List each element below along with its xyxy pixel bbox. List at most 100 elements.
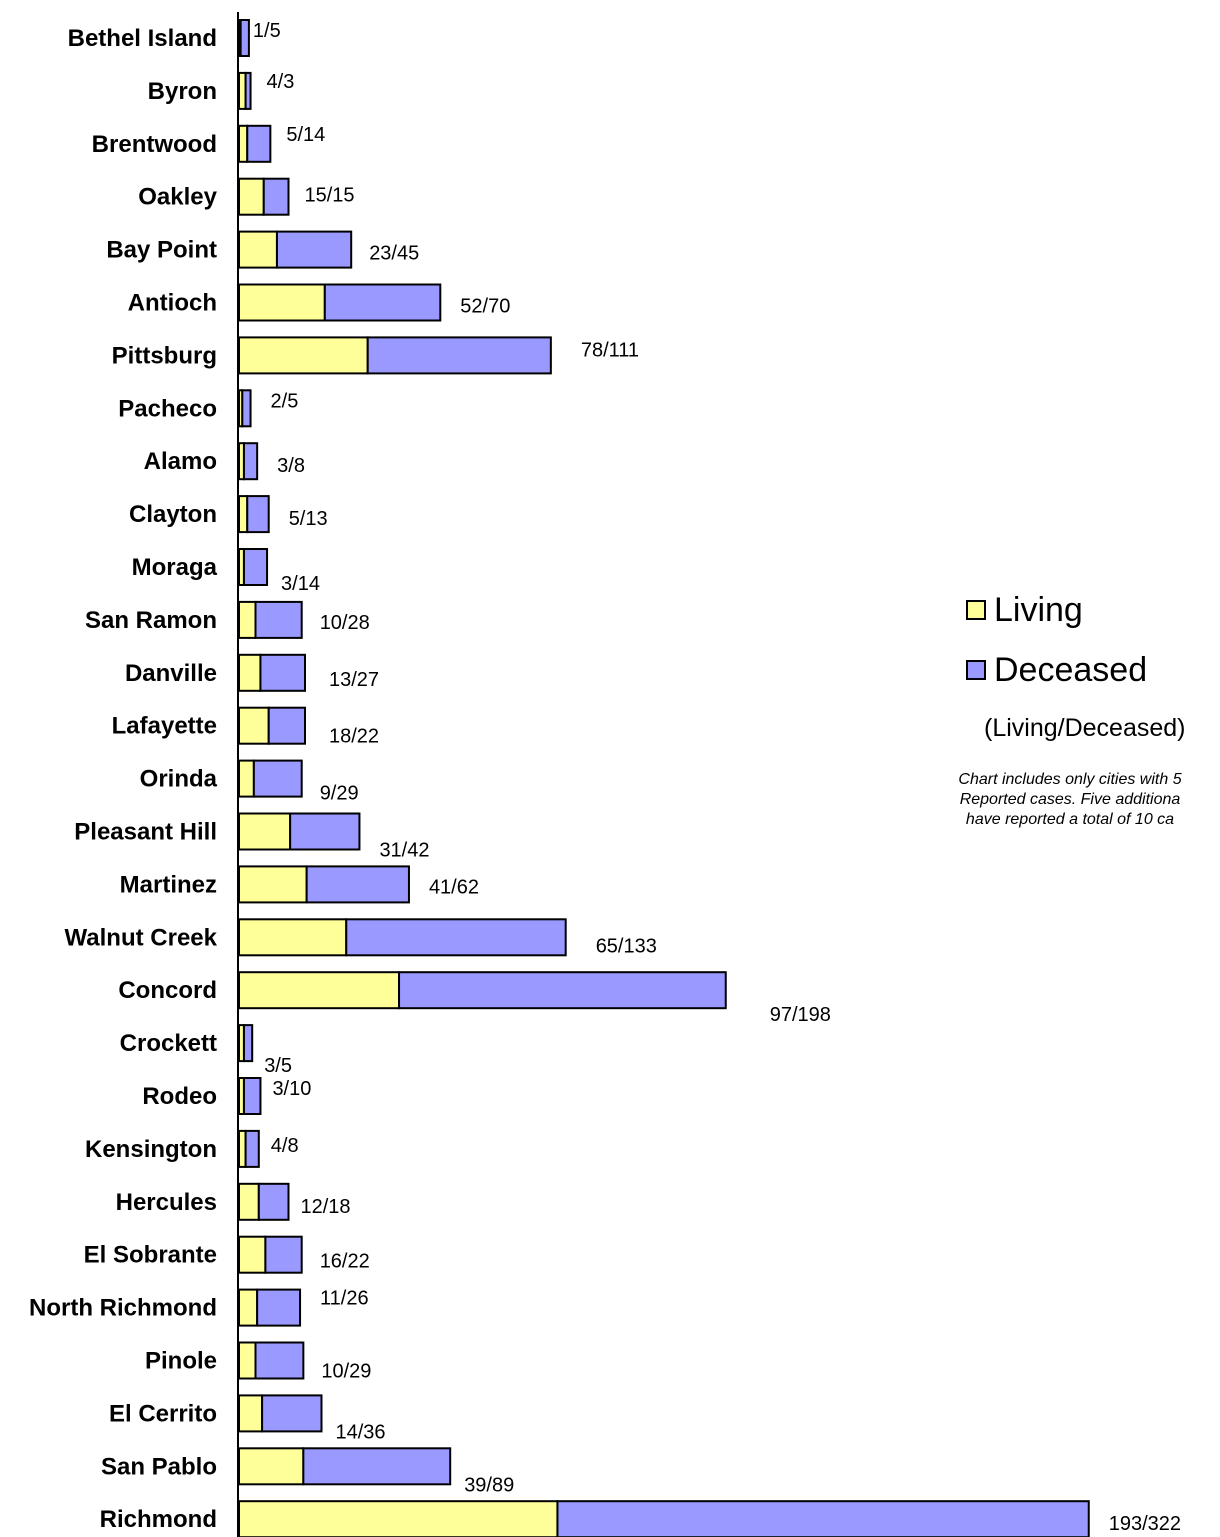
data-label: 10/29 [321, 1361, 371, 1383]
category-label: Martinez [120, 871, 217, 898]
bar-deceased [267, 706, 307, 745]
category-label: Concord [118, 977, 217, 1004]
category-label: North Richmond [29, 1295, 217, 1322]
footnote-line: have reported a total of 10 ca [965, 811, 1175, 828]
chart-footnote: Chart includes only cities with 5 Report… [890, 770, 1220, 830]
category-label: Byron [148, 78, 217, 105]
bar-living [238, 1182, 260, 1221]
bar-deceased [323, 283, 442, 322]
data-label: 3/14 [281, 573, 320, 595]
data-label: 52/70 [460, 296, 510, 318]
category-label: Brentwood [92, 131, 217, 158]
bar-deceased [246, 495, 270, 534]
bar-living [238, 1341, 257, 1380]
data-label: 15/15 [305, 185, 355, 207]
bar-living [238, 865, 308, 904]
data-label: 5/13 [289, 508, 328, 530]
bar-living [238, 230, 278, 269]
bar-living [238, 812, 292, 851]
bar-deceased [264, 1235, 303, 1274]
bar-deceased [241, 389, 252, 428]
category-label: Kensington [85, 1136, 217, 1163]
category-label: Hercules [116, 1189, 217, 1216]
legend-label-deceased: Deceased [994, 651, 1148, 689]
legend: Living Deceased [966, 588, 1220, 708]
bar-deceased [398, 971, 727, 1010]
data-label: 16/22 [320, 1251, 370, 1273]
data-label: 4/3 [267, 71, 295, 93]
data-label: 18/22 [329, 726, 379, 748]
data-label: 13/27 [329, 669, 379, 691]
bar-deceased [244, 1129, 260, 1168]
bar-deceased [261, 1394, 323, 1433]
bar-deceased [252, 759, 303, 798]
bar-deceased [239, 19, 250, 57]
category-label: Bethel Island [68, 25, 217, 52]
bar-living [238, 1288, 259, 1327]
data-label: 193/322 [1109, 1513, 1181, 1535]
legend-note: (Living/Deceased) [984, 714, 1186, 742]
data-label: 12/18 [301, 1196, 351, 1218]
data-label: 65/133 [596, 935, 657, 957]
category-label: Walnut Creek [65, 924, 218, 951]
legend-swatch-deceased [966, 660, 986, 680]
bar-living [238, 759, 255, 798]
category-label: Pacheco [118, 395, 217, 422]
category-label: Pittsburg [112, 342, 217, 369]
bar-deceased [254, 1341, 305, 1380]
category-label: El Cerrito [109, 1400, 217, 1427]
category-label: Rodeo [142, 1083, 217, 1110]
data-label: 23/45 [369, 243, 419, 265]
footnote-line: Reported cases. Five additiona [959, 791, 1181, 808]
bar-deceased [345, 918, 567, 957]
data-label: 78/111 [581, 339, 639, 361]
data-label: 97/198 [770, 1004, 831, 1026]
category-label: Crockett [120, 1030, 217, 1057]
category-label: Pinole [145, 1348, 217, 1375]
data-label: 3/10 [272, 1078, 311, 1100]
legend-item-living: Living [966, 588, 1220, 632]
bar-deceased [257, 1182, 290, 1221]
legend-swatch-living [966, 600, 986, 620]
bar-deceased [244, 71, 252, 110]
bar-deceased [305, 865, 410, 904]
category-label: San Ramon [85, 607, 217, 634]
data-label: 1/5 [253, 20, 281, 42]
bar-living [238, 495, 249, 534]
data-label: 41/62 [429, 876, 479, 898]
data-label: 4/8 [271, 1135, 299, 1157]
category-label: El Sobrante [84, 1242, 217, 1269]
data-label: 3/5 [264, 1055, 292, 1077]
category-label: Moraga [132, 554, 218, 581]
category-labels-group: Bethel Island Byron Brentwood Oakley Bay Poi… [29, 25, 218, 1533]
bar-deceased [556, 1500, 1090, 1537]
legend-label-living: Living [994, 591, 1083, 629]
bar-deceased [366, 336, 552, 375]
bars-group [238, 19, 1090, 1537]
data-label: 31/42 [379, 840, 429, 862]
bar-deceased [242, 1024, 254, 1063]
bar-living [238, 336, 369, 375]
category-label: Oakley [138, 184, 217, 211]
data-label: 2/5 [271, 390, 299, 412]
bar-living [238, 600, 257, 639]
bar-living [238, 653, 262, 692]
bar-deceased [242, 548, 269, 586]
bar-living [238, 1235, 267, 1274]
category-label: Pleasant Hill [74, 819, 217, 846]
bar-deceased [259, 653, 307, 692]
bar-deceased [246, 124, 272, 163]
bar-deceased [242, 1077, 262, 1115]
data-label: 10/28 [320, 612, 370, 634]
bar-living [238, 124, 249, 163]
category-label: Danville [125, 660, 217, 687]
bar-living [238, 1500, 559, 1537]
bar-living [238, 918, 348, 957]
category-label: San Pablo [101, 1453, 217, 1480]
bar-living [238, 1394, 264, 1433]
category-label: Antioch [128, 290, 217, 317]
data-label: 5/14 [286, 124, 325, 146]
category-label: Lafayette [112, 713, 217, 740]
category-label: Alamo [144, 448, 217, 475]
data-label: 14/36 [336, 1421, 386, 1443]
